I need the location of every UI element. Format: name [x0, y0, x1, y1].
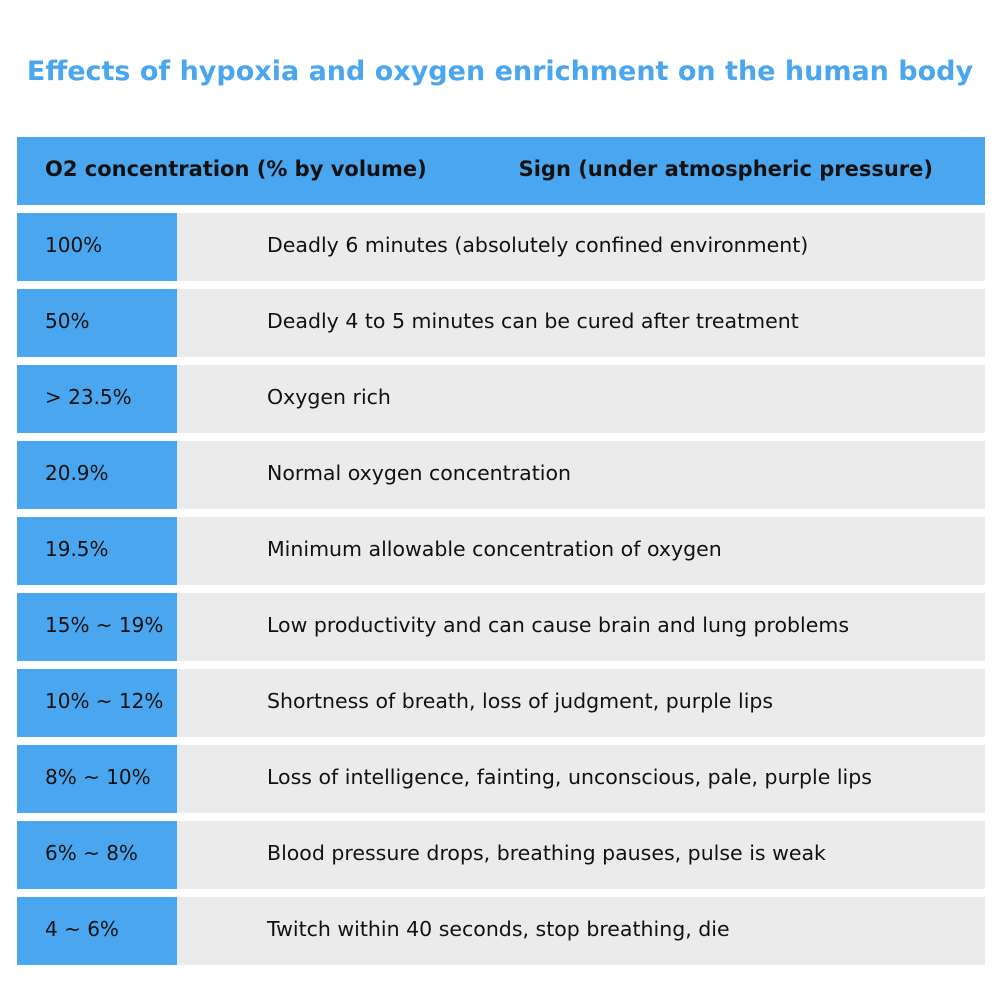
concentration-cell: 50%	[17, 289, 177, 357]
table-row: 100% Deadly 6 minutes (absolutely confin…	[17, 213, 985, 281]
table-row: 15% ~ 19% Low productivity and can cause…	[17, 593, 985, 661]
concentration-cell: 6% ~ 8%	[17, 821, 177, 889]
header-concentration: O2 concentration (% by volume)	[45, 157, 427, 181]
table-row: 10% ~ 12% Shortness of breath, loss of j…	[17, 669, 985, 737]
table-row: 20.9% Normal oxygen concentration	[17, 441, 985, 509]
table-row: > 23.5% Oxygen rich	[17, 365, 985, 433]
page-title: Effects of hypoxia and oxygen enrichment…	[26, 56, 974, 87]
sign-cell: Shortness of breath, loss of judgment, p…	[177, 669, 985, 737]
table-row: 8% ~ 10% Loss of intelligence, fainting,…	[17, 745, 985, 813]
concentration-cell: 15% ~ 19%	[17, 593, 177, 661]
oxygen-effects-table: O2 concentration (% by volume) Sign (und…	[17, 137, 985, 973]
concentration-cell: 4 ~ 6%	[17, 897, 177, 965]
concentration-cell: 10% ~ 12%	[17, 669, 177, 737]
sign-cell: Low productivity and can cause brain and…	[177, 593, 985, 661]
concentration-cell: 20.9%	[17, 441, 177, 509]
table-row: 4 ~ 6% Twitch within 40 seconds, stop br…	[17, 897, 985, 965]
sign-cell: Oxygen rich	[177, 365, 985, 433]
table-row: 6% ~ 8% Blood pressure drops, breathing …	[17, 821, 985, 889]
sign-cell: Loss of intelligence, fainting, unconsci…	[177, 745, 985, 813]
concentration-cell: 19.5%	[17, 517, 177, 585]
table-row: 50% Deadly 4 to 5 minutes can be cured a…	[17, 289, 985, 357]
concentration-cell: 8% ~ 10%	[17, 745, 177, 813]
concentration-cell: 100%	[17, 213, 177, 281]
table-header: O2 concentration (% by volume) Sign (und…	[17, 137, 985, 205]
sign-cell: Deadly 6 minutes (absolutely confined en…	[177, 213, 985, 281]
sign-cell: Minimum allowable concentration of oxyge…	[177, 517, 985, 585]
sign-cell: Normal oxygen concentration	[177, 441, 985, 509]
sign-cell: Deadly 4 to 5 minutes can be cured after…	[177, 289, 985, 357]
table-row: 19.5% Minimum allowable concentration of…	[17, 517, 985, 585]
concentration-cell: > 23.5%	[17, 365, 177, 433]
header-sign: Sign (under atmospheric pressure)	[518, 157, 933, 181]
sign-cell: Blood pressure drops, breathing pauses, …	[177, 821, 985, 889]
sign-cell: Twitch within 40 seconds, stop breathing…	[177, 897, 985, 965]
